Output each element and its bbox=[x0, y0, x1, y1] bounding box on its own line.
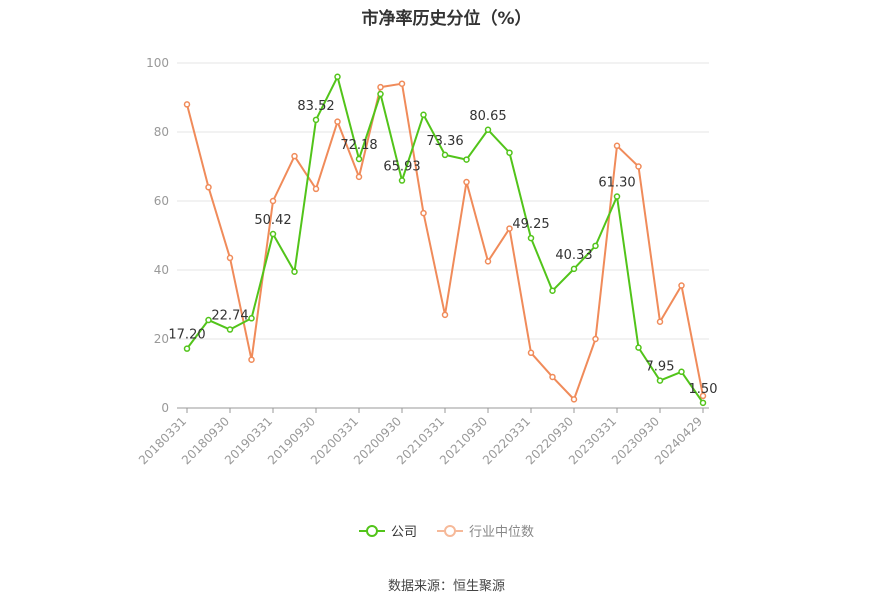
data-point-industry-median bbox=[463, 178, 470, 186]
data-point-company bbox=[463, 156, 470, 163]
data-point-company bbox=[334, 73, 341, 81]
data-point-industry-median bbox=[420, 209, 427, 217]
data-label: 50.42 bbox=[254, 213, 291, 228]
data-label: 65.93 bbox=[383, 160, 420, 175]
data-point-company bbox=[656, 377, 664, 384]
data-point-company bbox=[592, 242, 599, 250]
y-tick-label: 80 bbox=[154, 125, 169, 139]
series-line-industry-median bbox=[186, 82, 704, 401]
data-point-industry-median bbox=[205, 183, 212, 191]
data-point-company bbox=[678, 368, 685, 376]
data-point-industry-median bbox=[377, 83, 384, 91]
data-point-industry-median bbox=[549, 373, 556, 381]
data-point-company bbox=[312, 116, 320, 124]
data-point-industry-median bbox=[291, 152, 298, 160]
data-point-company bbox=[420, 111, 427, 118]
legend-item-industry-median[interactable]: 行业中位数 bbox=[437, 521, 534, 540]
data-point-company bbox=[699, 399, 707, 407]
data-point-company bbox=[527, 234, 535, 242]
data-label: 73.36 bbox=[426, 134, 463, 149]
data-point-industry-median bbox=[398, 80, 406, 87]
x-axis: 2018033120180930201903312019093020200331… bbox=[136, 407, 709, 467]
data-point-industry-median bbox=[592, 335, 599, 343]
data-point-industry-median bbox=[635, 163, 642, 170]
data-point-company bbox=[291, 268, 298, 275]
data-point-company bbox=[635, 344, 642, 351]
gridlines bbox=[177, 62, 709, 340]
data-point-company bbox=[355, 155, 363, 163]
data-point-company bbox=[441, 151, 449, 159]
data-label: 17.20 bbox=[168, 328, 205, 343]
data-point-industry-median bbox=[678, 282, 685, 289]
data-label: 40.33 bbox=[555, 248, 592, 263]
series-layer bbox=[183, 73, 707, 407]
data-point-industry-median bbox=[570, 396, 578, 403]
data-label: 83.52 bbox=[297, 99, 334, 114]
data-point-industry-median bbox=[699, 392, 707, 400]
data-label: 7.95 bbox=[646, 360, 675, 375]
data-point-company bbox=[205, 316, 212, 324]
data-point-industry-median bbox=[506, 225, 513, 232]
data-point-industry-median bbox=[613, 142, 621, 150]
data-label: 80.65 bbox=[469, 109, 506, 124]
data-point-industry-median bbox=[527, 349, 535, 357]
data-point-industry-median bbox=[312, 185, 320, 193]
data-point-company bbox=[549, 287, 556, 294]
y-tick-label: 20 bbox=[154, 332, 169, 346]
series-line-company bbox=[186, 75, 704, 404]
data-point-company bbox=[377, 90, 384, 98]
y-tick-label: 0 bbox=[161, 401, 169, 415]
source-note: 数据来源：恒生聚源 bbox=[387, 579, 505, 594]
data-point-company bbox=[570, 265, 578, 273]
data-point-industry-median bbox=[269, 197, 277, 205]
legend: 公司 行业中位数 bbox=[0, 521, 893, 540]
legend-label-industry-median: 行业中位数 bbox=[469, 525, 535, 540]
data-point-company bbox=[484, 126, 492, 134]
y-tick-label: 40 bbox=[154, 263, 169, 277]
data-point-industry-median bbox=[183, 101, 191, 108]
data-point-company bbox=[269, 230, 277, 238]
legend-marker-industry-median bbox=[437, 524, 463, 537]
data-point-company bbox=[613, 193, 621, 200]
data-label: 72.18 bbox=[340, 138, 377, 153]
legend-label-company: 公司 bbox=[390, 525, 417, 540]
data-label: 1.50 bbox=[689, 382, 718, 397]
data-point-company bbox=[248, 315, 255, 322]
data-point-company bbox=[398, 177, 406, 184]
data-point-company bbox=[226, 326, 234, 333]
data-label: 49.25 bbox=[512, 217, 549, 232]
y-axis: 0 20 40 60 80 100 bbox=[146, 56, 169, 415]
data-point-industry-median bbox=[441, 311, 449, 319]
data-point-company bbox=[506, 149, 513, 156]
data-point-industry-median bbox=[656, 318, 664, 325]
legend-item-company[interactable]: 公司 bbox=[358, 521, 417, 540]
data-point-company bbox=[183, 345, 191, 352]
y-tick-label: 60 bbox=[154, 194, 169, 208]
data-label: 61.30 bbox=[598, 176, 635, 191]
data-labels: 17.20 22.74 50.42 83.52 72.18 65.93 73.36 80.65… bbox=[168, 99, 717, 397]
y-tick-label: 100 bbox=[146, 56, 169, 70]
data-point-industry-median bbox=[226, 254, 234, 262]
data-label: 22.74 bbox=[211, 309, 248, 324]
data-point-industry-median bbox=[334, 118, 341, 125]
chart-title: 市净率历史分位（%） bbox=[361, 9, 532, 29]
legend-marker-company bbox=[358, 524, 385, 537]
data-point-industry-median bbox=[248, 356, 255, 363]
data-point-industry-median bbox=[355, 173, 363, 181]
data-point-industry-median bbox=[484, 258, 492, 265]
